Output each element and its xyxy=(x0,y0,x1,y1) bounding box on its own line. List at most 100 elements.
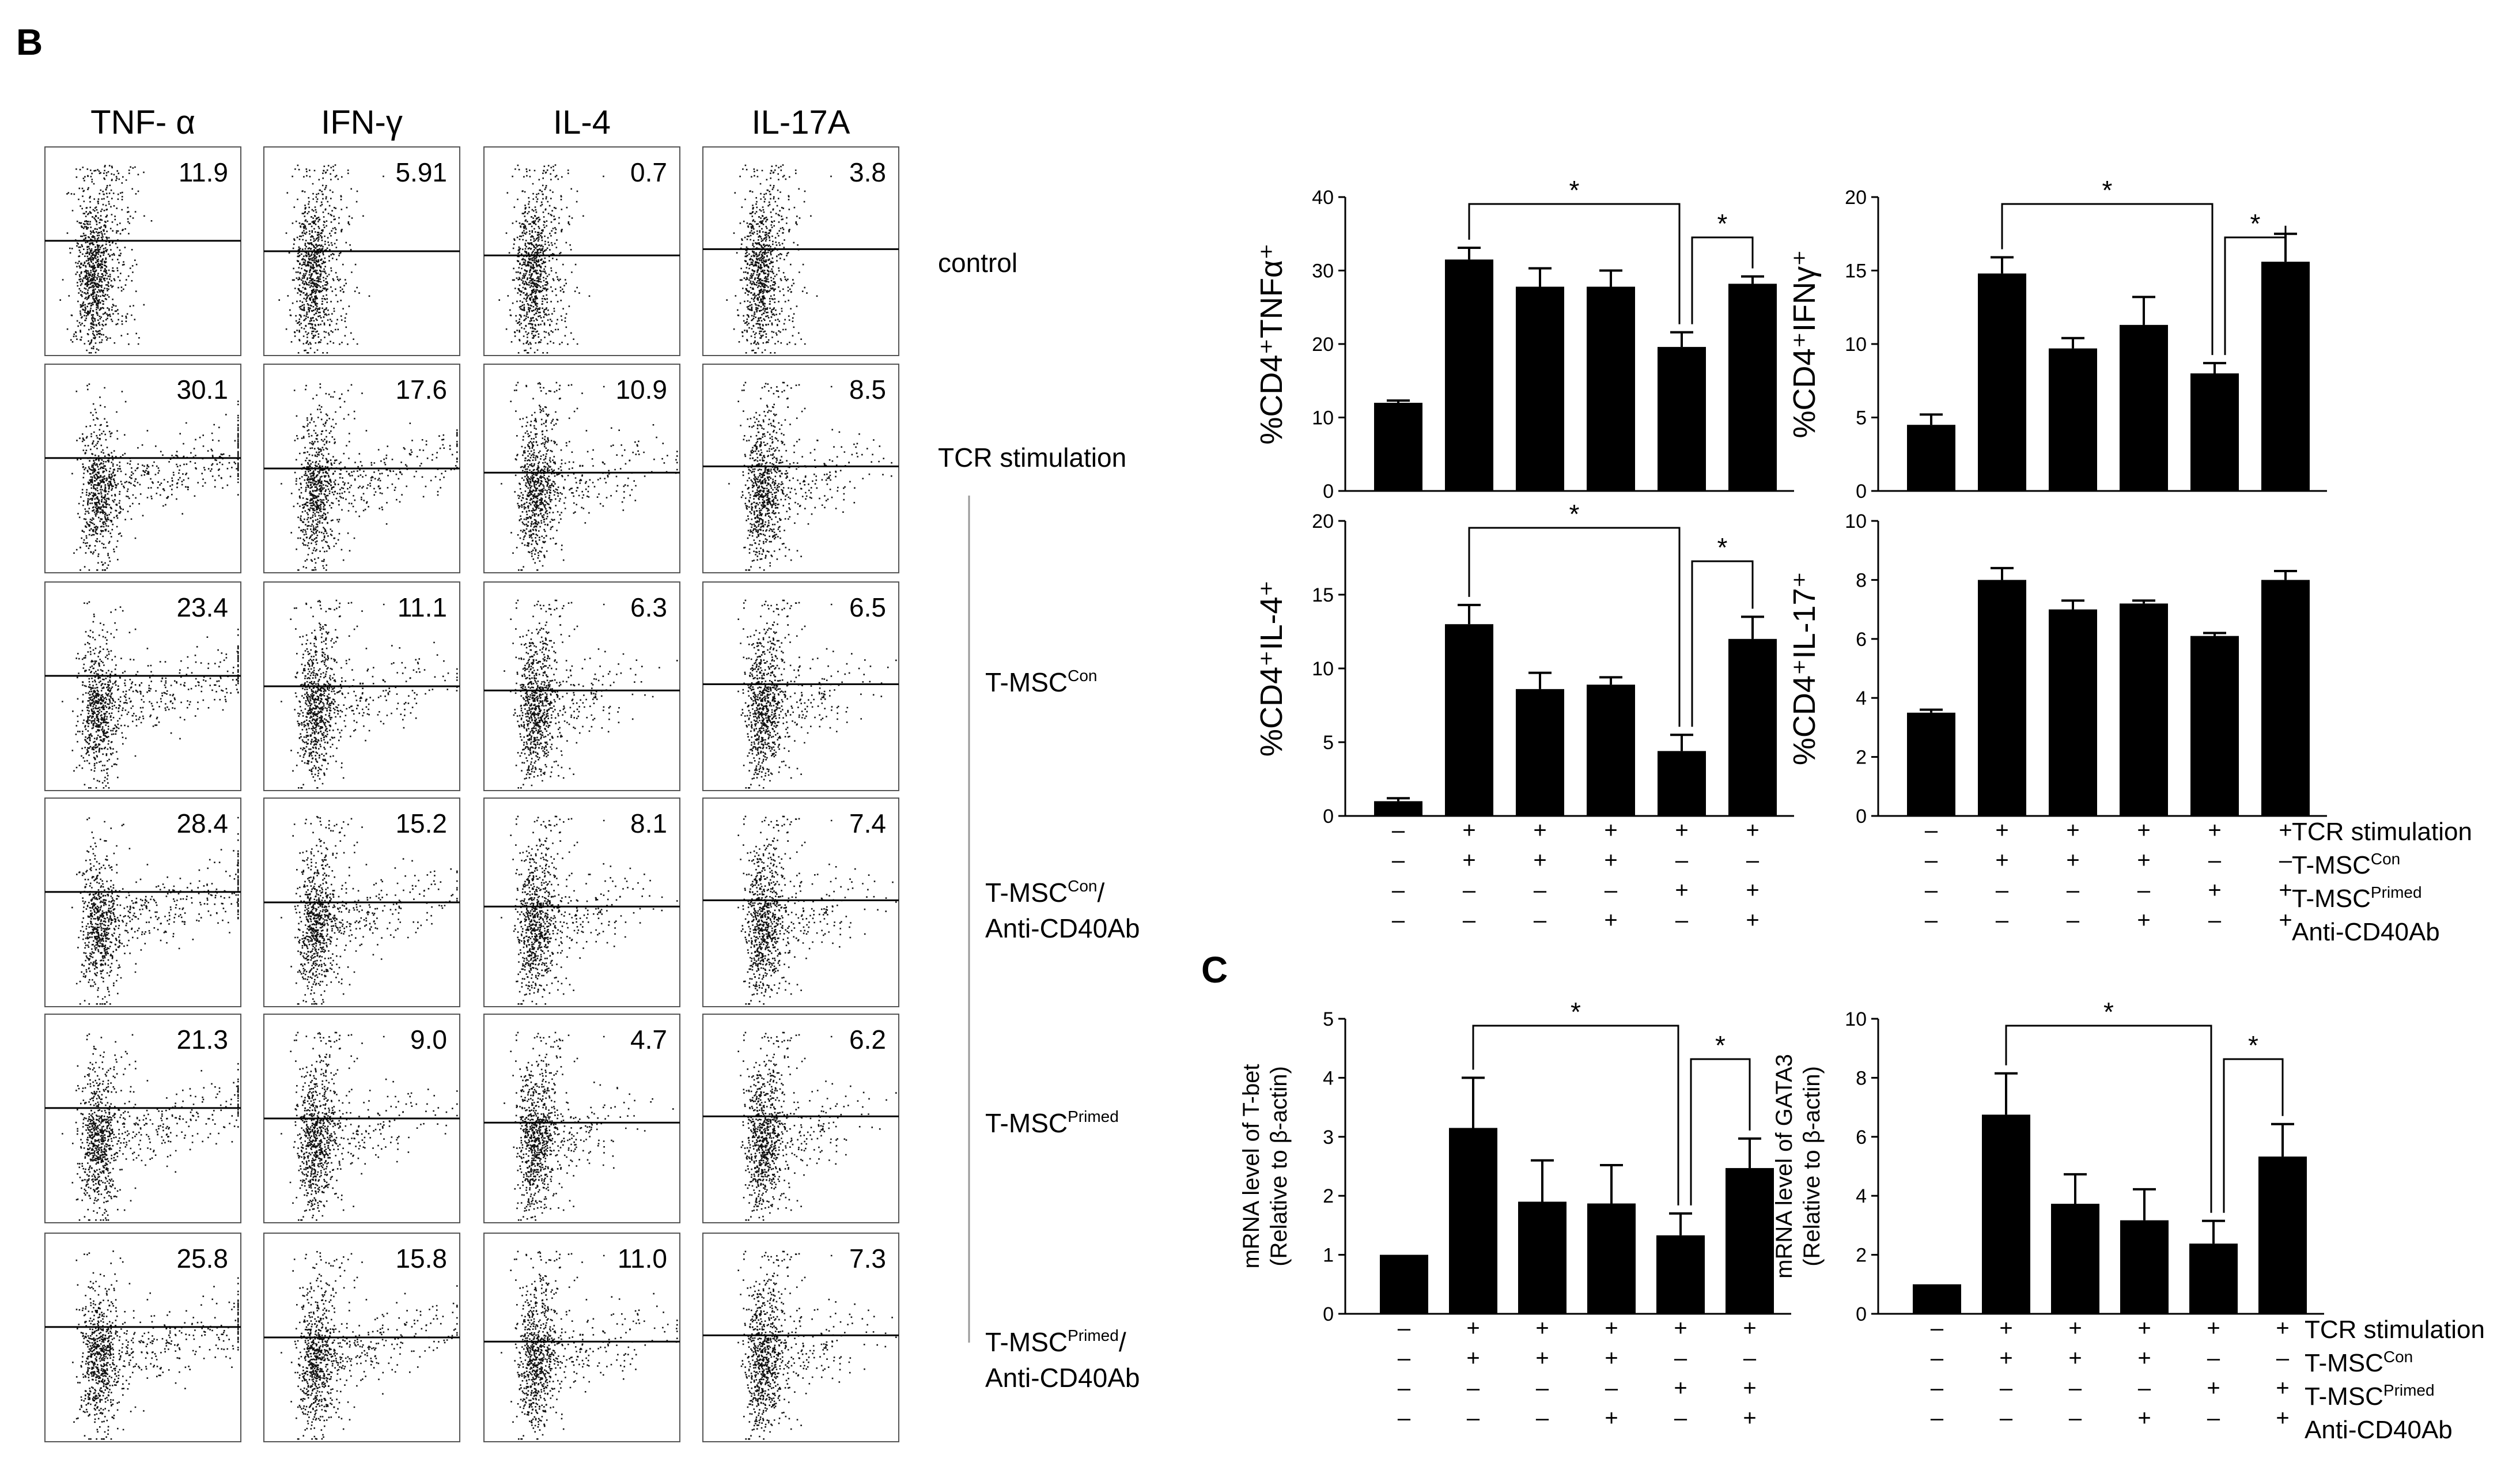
condition-mark: – xyxy=(1392,878,1405,903)
y-axis-label: %CD4⁺IL-17⁺ xyxy=(1787,572,1822,765)
condition-label: T-MSCPrimed xyxy=(2292,883,2422,913)
y-axis-label: %CD4⁺IFNγ⁺ xyxy=(1787,250,1822,438)
bar xyxy=(2258,1156,2307,1314)
y-tick-label: 8 xyxy=(1856,1067,1867,1089)
bar xyxy=(2051,1204,2099,1314)
flow-plot: 28.4 xyxy=(44,798,241,1007)
bar xyxy=(1445,259,1493,491)
condition-mark: + xyxy=(1746,878,1759,903)
condition-mark: – xyxy=(1534,908,1547,933)
scatter-events xyxy=(504,599,678,789)
y-axis-label: %CD4⁺TNFα⁺ xyxy=(1254,243,1289,444)
row-label-1: TCR stimulation xyxy=(938,443,1126,473)
condition-mark: + xyxy=(1605,1316,1618,1341)
condition-mark: – xyxy=(1996,908,2009,933)
condition-mark: – xyxy=(1605,1375,1618,1401)
condition-mark: – xyxy=(1925,818,1938,843)
y-tick-label: 0 xyxy=(1856,1303,1867,1325)
significance-bracket xyxy=(2224,225,2287,356)
y-tick-label: 30 xyxy=(1312,260,1334,282)
bar xyxy=(2261,262,2310,491)
bar xyxy=(1728,638,1777,816)
y-tick-label: 4 xyxy=(1856,1185,1867,1207)
flow-plot: 8.1 xyxy=(483,798,680,1007)
flow-plot: 25.8 xyxy=(44,1233,241,1442)
bar xyxy=(2120,324,2168,491)
scatter-events xyxy=(62,601,239,789)
row-label-4: T-MSCPrimed xyxy=(985,1108,1119,1138)
scatter-events xyxy=(281,1031,458,1221)
flow-cytometry-grid: TNF- α IFN-γ IL-4 IL-17A 11.9 5.91 0.7 3.8 30.1 1… xyxy=(44,104,899,1442)
y-tick-label: 10 xyxy=(1845,511,1867,532)
condition-mark: + xyxy=(1535,1346,1549,1371)
condition-mark: – xyxy=(1931,1405,1944,1431)
percent-label: 5.91 xyxy=(395,157,447,187)
scatter-events xyxy=(737,815,897,1005)
condition-mark: – xyxy=(1931,1316,1944,1341)
condition-mark: – xyxy=(1925,878,1938,903)
condition-mark: + xyxy=(2137,908,2150,933)
bar xyxy=(2190,636,2239,816)
bar xyxy=(2120,1220,2169,1314)
bar xyxy=(2261,580,2310,816)
y-tick-label: 2 xyxy=(1323,1185,1334,1207)
condition-mark: – xyxy=(1463,908,1476,933)
percent-label: 7.4 xyxy=(849,808,886,838)
condition-mark: + xyxy=(1675,818,1688,843)
condition-mark: – xyxy=(2207,1405,2220,1431)
condition-label: T-MSCCon xyxy=(2305,1348,2413,1377)
chart-tnf: 0 10 20 30 40 %CD4⁺TNFα⁺ * * xyxy=(1254,175,1794,502)
condition-mark: – xyxy=(2137,878,2151,903)
y-tick-label: 6 xyxy=(1856,629,1867,651)
condition-mark: – xyxy=(2000,1375,2013,1401)
condition-mark: – xyxy=(1674,1405,1687,1431)
flow-row-labels: control TCR stimulation T-MSCCon T-MSCCon/A… xyxy=(938,248,1140,1393)
condition-mark: – xyxy=(2000,1405,2013,1431)
condition-mark: + xyxy=(2208,818,2221,843)
flow-plot: 6.5 xyxy=(702,581,899,791)
condition-mark: + xyxy=(1604,848,1617,873)
condition-mark: – xyxy=(1605,878,1618,903)
bar xyxy=(1907,425,1955,491)
flow-plot: 17.6 xyxy=(263,364,460,573)
condition-mark: – xyxy=(2067,878,2080,903)
condition-mark: – xyxy=(1996,878,2009,903)
condition-mark: + xyxy=(2207,1375,2220,1401)
condition-mark: + xyxy=(2066,818,2079,843)
column-header-0: TNF- α xyxy=(90,104,195,141)
chart-ifn: 0 5 10 15 20 %CD4⁺IFNγ⁺ * * xyxy=(1787,175,2327,502)
panel-label-b: B xyxy=(16,21,43,63)
column-header-2: IL-4 xyxy=(553,104,611,141)
flow-plot: 7.3 xyxy=(702,1233,899,1442)
significance-bracket xyxy=(1691,236,1754,324)
column-header-1: IFN-γ xyxy=(321,104,403,141)
y-tick-label: 0 xyxy=(1323,481,1334,502)
condition-mark: + xyxy=(2207,1316,2220,1341)
y-tick-label: 3 xyxy=(1323,1127,1334,1148)
y-tick-label: 10 xyxy=(1845,1008,1867,1030)
row-label-5: T-MSCPrimed/ xyxy=(985,1326,1126,1357)
y-tick-label: 20 xyxy=(1845,187,1867,209)
significance-bracket xyxy=(1690,1058,1751,1205)
y-tick-label: 8 xyxy=(1856,569,1867,591)
y-axis-label: mRNA level of GATA3 xyxy=(1772,1054,1797,1279)
condition-mark: + xyxy=(2279,908,2292,933)
condition-mark: + xyxy=(1466,1316,1480,1341)
scatter-events xyxy=(737,1250,897,1440)
condition-mark: + xyxy=(2276,1375,2289,1401)
percent-label: 0.7 xyxy=(630,157,667,187)
bar xyxy=(1445,624,1493,816)
condition-mark: + xyxy=(1466,1346,1480,1371)
y-tick-label: 2 xyxy=(1856,1245,1867,1267)
condition-mark: + xyxy=(1674,1316,1687,1341)
percent-label: 11.9 xyxy=(179,157,228,187)
y-axis-label: %CD4⁺IL-4⁺ xyxy=(1254,580,1289,757)
y-tick-label: 15 xyxy=(1845,260,1867,282)
significance-star: * xyxy=(1717,209,1728,239)
condition-mark: – xyxy=(2138,1375,2151,1401)
percent-label: 25.8 xyxy=(176,1244,228,1273)
flow-plot: 6.2 xyxy=(702,1014,899,1223)
scatter-events xyxy=(281,383,458,571)
percent-label: 8.1 xyxy=(630,808,667,838)
condition-label: Anti-CD40Ab xyxy=(2292,918,2440,946)
